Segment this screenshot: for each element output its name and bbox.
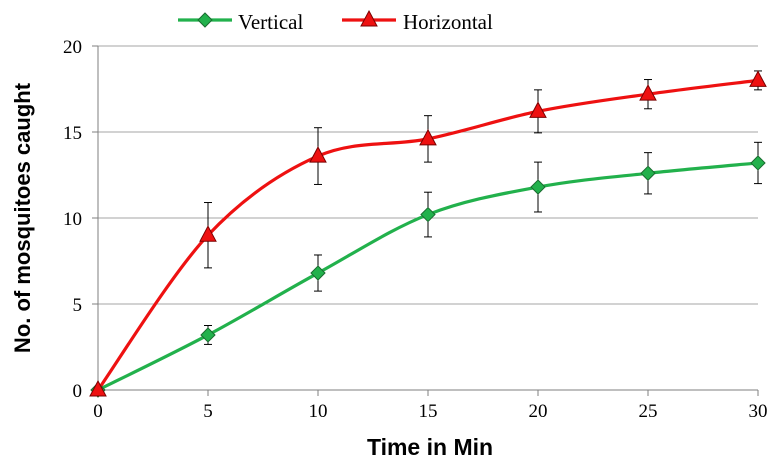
y-tick-label-5: 5 [73, 295, 83, 316]
data-point-horizontal-0 [89, 379, 107, 397]
legend-symbol-vertical [178, 12, 232, 28]
x-tick-label-0: 0 [93, 401, 103, 422]
legend-marker-vertical [197, 12, 213, 28]
x-tick-label-30: 30 [749, 401, 768, 422]
x-axis-title: Time in Min [367, 434, 493, 460]
y-tick-label-0: 0 [73, 381, 83, 402]
y-axis-title: No. of mosquitoes caught [10, 82, 35, 353]
x-tick-labels: 0 5 10 15 20 25 30 [93, 401, 767, 422]
data-point-horizontal-20 [529, 101, 547, 118]
legend-symbol-horizontal [342, 9, 396, 27]
data-point-vertical-15 [420, 206, 436, 223]
x-tick-label-5: 5 [203, 401, 213, 422]
data-markers [89, 70, 767, 398]
legend: Vertical Horizontal [178, 9, 493, 34]
data-point-horizontal-5 [199, 225, 217, 242]
y-tick-labels: 0 5 10 15 20 [63, 37, 82, 402]
data-point-vertical-25 [640, 165, 656, 181]
x-tick-label-25: 25 [639, 401, 658, 422]
legend-label-horizontal: Horizontal [403, 10, 493, 34]
data-point-horizontal-30 [749, 70, 767, 87]
data-point-vertical-20 [530, 179, 546, 195]
legend-marker-horizontal [360, 9, 378, 27]
gridlines [98, 45, 758, 305]
legend-label-vertical: Vertical [238, 10, 303, 34]
legend-item-vertical: Vertical [178, 10, 303, 34]
data-point-vertical-5 [200, 327, 216, 343]
x-tick-label-15: 15 [419, 401, 438, 422]
data-point-horizontal-10 [309, 146, 327, 163]
legend-item-horizontal: Horizontal [342, 9, 493, 34]
error-bars [204, 70, 762, 345]
x-tick-label-10: 10 [309, 401, 328, 422]
y-tick-label-10: 10 [63, 209, 82, 230]
y-tick-label-20: 20 [63, 37, 82, 58]
data-point-vertical-30 [750, 155, 766, 171]
data-point-horizontal-15 [419, 128, 437, 146]
y-tick-label-15: 15 [63, 123, 82, 144]
data-point-vertical-10 [310, 265, 326, 281]
x-tick-label-20: 20 [529, 401, 548, 422]
data-point-horizontal-25 [639, 84, 657, 101]
